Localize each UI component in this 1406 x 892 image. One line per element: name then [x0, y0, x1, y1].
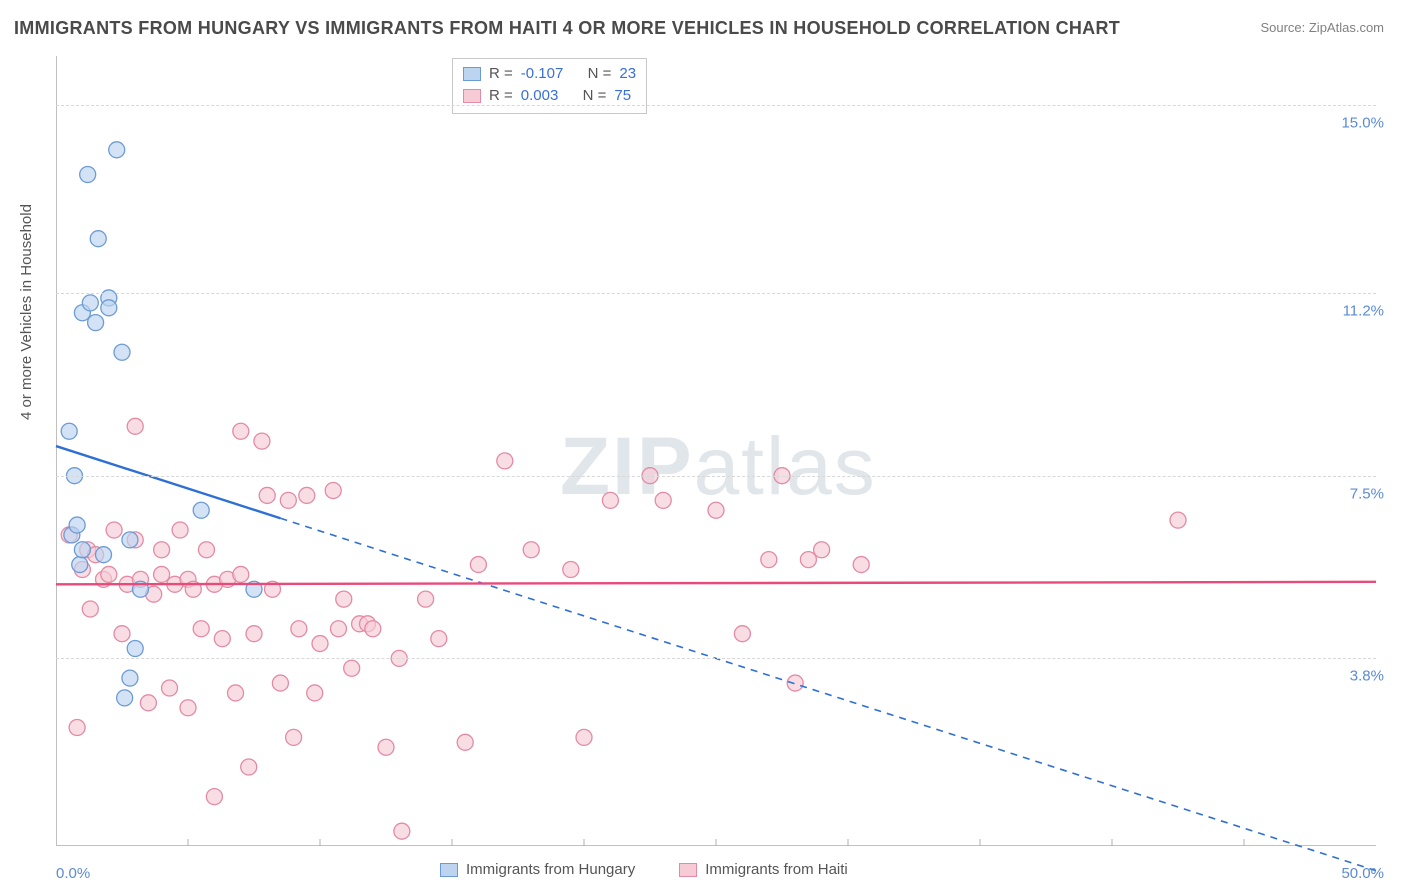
swatch-hungary-2: [440, 863, 458, 877]
legend-row-hungary: R = -0.107 N = 23: [463, 63, 636, 85]
r-label-2: R =: [489, 85, 513, 107]
source-text: Source: ZipAtlas.com: [1260, 20, 1384, 35]
yaxis-tick-label: 15.0%: [1341, 115, 1384, 132]
bottom-legend: Immigrants from Hungary Immigrants from …: [440, 861, 848, 878]
gridline-h: [56, 476, 1376, 477]
legend-row-haiti: R = 0.003 N = 75: [463, 85, 636, 107]
legend-item-haiti: Immigrants from Haiti: [679, 861, 848, 878]
swatch-haiti: [463, 89, 481, 103]
swatch-hungary: [463, 67, 481, 81]
yaxis-tick-label: 7.5%: [1350, 485, 1384, 502]
n-label: N =: [588, 63, 612, 85]
haiti-n-value: 75: [614, 85, 631, 107]
haiti-r-value: 0.003: [521, 85, 559, 107]
gridline-h: [56, 105, 1376, 106]
swatch-haiti-2: [679, 863, 697, 877]
legend-item-hungary: Immigrants from Hungary: [440, 861, 635, 878]
gridline-h: [56, 293, 1376, 294]
chart-title: IMMIGRANTS FROM HUNGARY VS IMMIGRANTS FR…: [14, 18, 1120, 39]
r-label: R =: [489, 63, 513, 85]
hungary-label: Immigrants from Hungary: [466, 861, 635, 878]
xaxis-max-label: 50.0%: [1341, 865, 1384, 882]
hungary-n-value: 23: [619, 63, 636, 85]
scatter-plot: [56, 56, 1376, 846]
hungary-r-value: -0.107: [521, 63, 564, 85]
n-label-2: N =: [583, 85, 607, 107]
gridline-h: [56, 658, 1376, 659]
yaxis-tick-label: 11.2%: [1343, 303, 1384, 320]
yaxis-label: 4 or more Vehicles in Household: [18, 204, 35, 420]
xaxis-min-label: 0.0%: [56, 865, 90, 882]
haiti-label: Immigrants from Haiti: [705, 861, 848, 878]
yaxis-tick-label: 3.8%: [1350, 668, 1384, 685]
